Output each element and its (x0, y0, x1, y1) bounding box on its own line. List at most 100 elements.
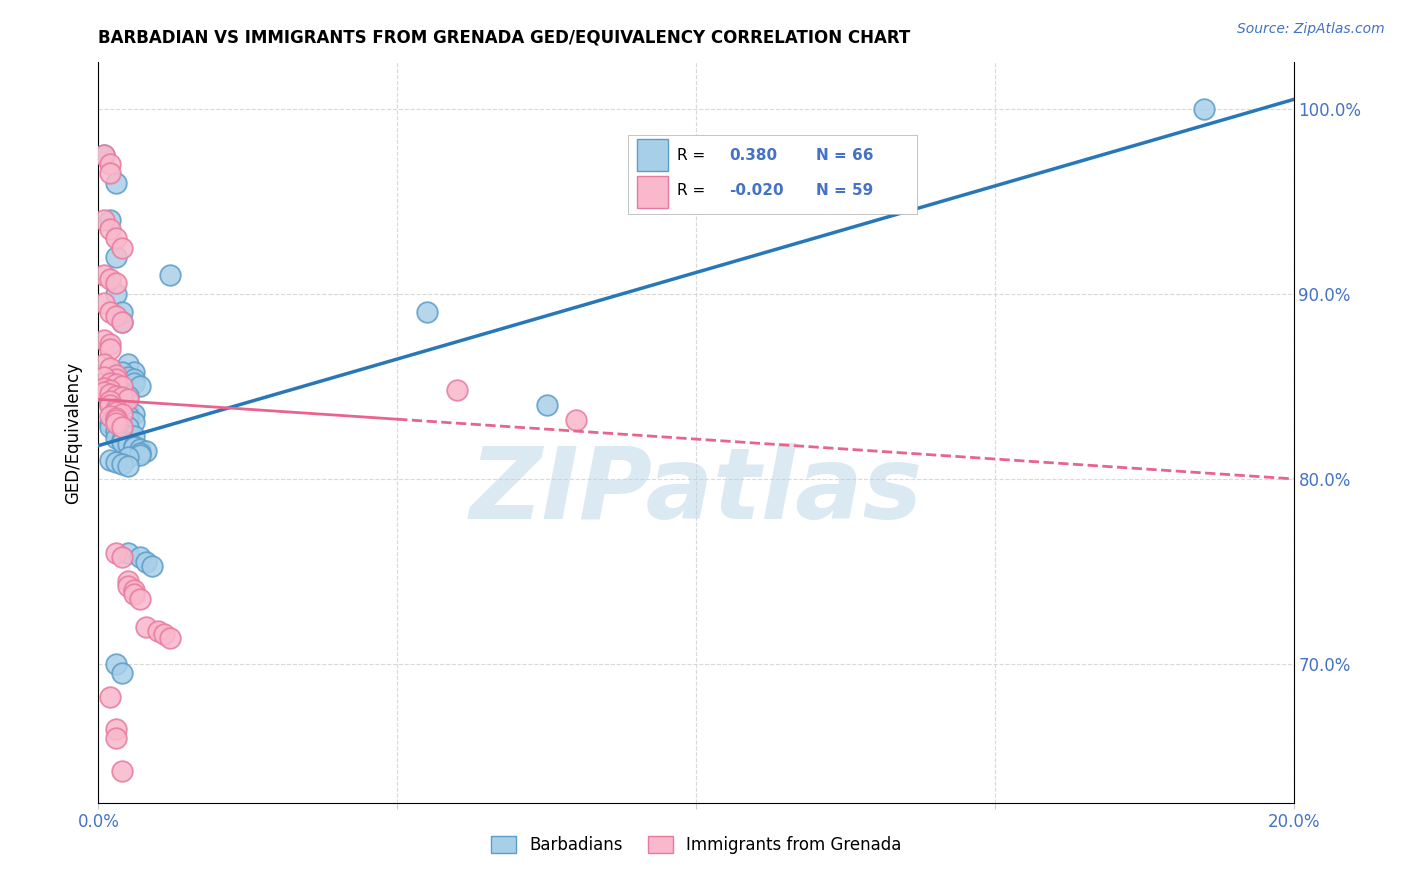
Point (93, 381, 115, 395)
Text: -0.020: -0.020 (730, 184, 783, 199)
Point (111, 549, 134, 564)
Point (111, 427, 134, 442)
Point (98, 343, 122, 357)
Point (124, 429, 146, 443)
Point (111, 314, 134, 328)
Point (93, 212, 115, 227)
Point (105, 383, 128, 397)
Point (565, 412, 588, 426)
Point (141, 558, 163, 573)
Point (98, 417, 122, 431)
Point (98, 272, 122, 286)
Point (105, 417, 128, 431)
Point (105, 424, 128, 438)
Point (124, 587, 146, 601)
Point (105, 286, 128, 301)
Point (98, 222, 122, 236)
Point (117, 579, 139, 593)
FancyBboxPatch shape (637, 139, 668, 171)
Point (105, 722, 128, 736)
Point (105, 368, 128, 383)
Point (93, 370, 115, 384)
Point (98, 420, 122, 434)
Point (105, 401, 128, 416)
Point (124, 582, 146, 597)
Point (117, 409, 139, 423)
Point (135, 620, 157, 634)
Point (111, 433, 134, 447)
Point (98, 392, 122, 407)
Point (117, 412, 139, 426)
Point (111, 434, 134, 449)
Point (111, 365, 134, 379)
Point (129, 448, 152, 462)
Point (111, 418, 134, 433)
Point (111, 391, 134, 405)
Point (105, 394, 128, 409)
Point (111, 394, 134, 409)
Point (446, 383, 468, 397)
Text: R =: R = (678, 184, 706, 199)
Point (129, 446, 152, 460)
Point (93, 357, 115, 371)
Point (111, 764, 134, 779)
Point (93, 333, 115, 347)
Point (98, 690, 122, 705)
Point (105, 401, 128, 416)
Point (93, 296, 115, 310)
Point (105, 309, 128, 323)
Point (98, 394, 122, 409)
Point (135, 555, 157, 569)
Point (98, 305, 122, 319)
Point (159, 268, 181, 283)
Point (93, 148, 115, 162)
Point (105, 412, 128, 426)
Point (536, 398, 558, 412)
Point (135, 444, 157, 458)
Point (105, 410, 128, 425)
Point (111, 420, 134, 434)
Point (117, 405, 139, 419)
Point (98, 166, 122, 180)
Point (117, 392, 139, 407)
Text: ZIPatlas: ZIPatlas (470, 443, 922, 541)
Point (98, 157, 122, 171)
Point (98, 212, 122, 227)
Point (117, 370, 139, 384)
Point (111, 407, 134, 421)
Point (111, 305, 134, 319)
Text: R =: R = (678, 148, 706, 163)
Point (111, 379, 134, 393)
Point (117, 546, 139, 560)
Point (105, 176, 128, 190)
Legend: Barbadians, Immigrants from Grenada: Barbadians, Immigrants from Grenada (484, 830, 908, 861)
Point (129, 442, 152, 457)
Text: N = 66: N = 66 (815, 148, 873, 163)
Point (105, 405, 128, 419)
Point (105, 546, 128, 560)
Point (105, 657, 128, 671)
Point (98, 398, 122, 412)
Point (148, 624, 170, 638)
Point (117, 450, 139, 464)
Point (153, 627, 176, 641)
Point (111, 425, 134, 440)
Point (98, 394, 122, 409)
Point (105, 389, 128, 403)
Point (111, 666, 134, 681)
FancyBboxPatch shape (637, 177, 668, 208)
Point (111, 384, 134, 399)
Point (98, 376, 122, 390)
Point (98, 386, 122, 401)
Point (124, 407, 146, 421)
Point (117, 357, 139, 371)
Point (117, 574, 139, 588)
Point (129, 592, 152, 607)
Point (98, 453, 122, 467)
Point (111, 240, 134, 254)
Point (124, 365, 146, 379)
Point (93, 268, 115, 283)
Point (105, 455, 128, 469)
Point (98, 398, 122, 412)
Point (124, 441, 146, 455)
